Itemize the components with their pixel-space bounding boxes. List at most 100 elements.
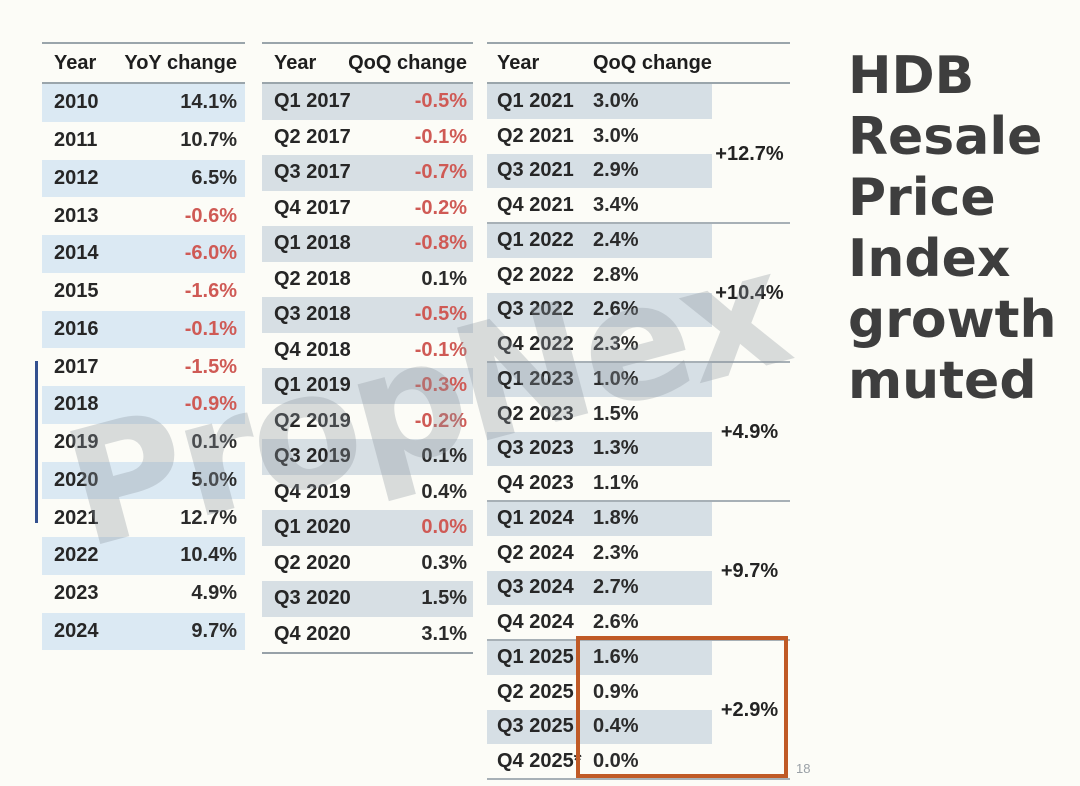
row-value: 2.4% — [593, 228, 639, 251]
row-year: Q4 2025* — [497, 750, 582, 773]
table-row: Q1 2019 -0.3% — [262, 368, 473, 404]
selection-line — [35, 361, 38, 523]
row-year: Q2 2020 — [274, 551, 351, 574]
table-row: Q1 2025 1.6% — [487, 640, 712, 675]
table-row: Q2 2020 0.3% — [262, 546, 473, 582]
page-title-line: growth — [848, 290, 1057, 350]
column-header-year: Year — [274, 51, 317, 74]
row-year: 2015 — [54, 280, 99, 303]
row-value: 0.1% — [421, 445, 467, 468]
table-header: Year YoY change — [42, 42, 245, 84]
page-number: 18 — [796, 761, 811, 776]
table-row: Q1 2021 3.0% — [487, 84, 712, 119]
row-value: 2.9% — [593, 159, 639, 182]
page-title-line: HDB — [848, 46, 975, 106]
page-title-line: Resale — [848, 107, 1043, 167]
row-year: Q1 2020 — [274, 516, 351, 539]
row-year: Q3 2020 — [274, 587, 351, 610]
table-row: Q4 2018 -0.1% — [262, 333, 473, 369]
row-year: Q4 2020 — [274, 622, 351, 645]
row-year: Q2 2017 — [274, 125, 351, 148]
table-row: Q4 2023 1.1% — [487, 466, 712, 501]
row-year: Q2 2022 — [497, 263, 574, 286]
row-year: Q2 2023 — [497, 402, 574, 425]
row-value: -0.9% — [184, 393, 237, 416]
page-title-line: muted — [848, 351, 1037, 411]
row-value: 12.7% — [180, 506, 237, 529]
row-value: 0.3% — [421, 551, 467, 574]
table-row: 2021 12.7% — [42, 499, 245, 537]
table-row: 2016 -0.1% — [42, 310, 245, 349]
row-value: -0.2% — [414, 196, 467, 219]
row-year: Q1 2017 — [274, 90, 351, 113]
row-year: Q1 2021 — [497, 89, 574, 112]
row-value: -1.6% — [184, 280, 237, 303]
row-year: 2021 — [54, 506, 99, 529]
row-value: -6.0% — [184, 242, 237, 265]
table-qoq-2017-2020: Year QoQ change Q1 2017 -0.5% Q2 2017 -0.1%… — [262, 42, 473, 654]
row-value: 2.3% — [593, 333, 639, 356]
row-value: -0.1% — [414, 125, 467, 148]
table-row: Q3 2021 2.9% — [487, 153, 712, 189]
table-row: 2022 10.4% — [42, 537, 245, 575]
row-year: Q3 2017 — [274, 161, 351, 184]
row-value: -0.3% — [414, 374, 467, 397]
row-value: 3.0% — [593, 89, 639, 112]
row-value: 9.7% — [191, 619, 237, 642]
table-row: 2017 -1.5% — [42, 348, 245, 386]
row-value: -0.8% — [414, 232, 467, 255]
table-row: Q4 2024 2.6% — [487, 605, 712, 640]
table-row: Q3 2020 1.5% — [262, 581, 473, 617]
row-year: 2018 — [54, 393, 99, 416]
table-row: Q3 2025 0.4% — [487, 709, 712, 745]
row-value: 2.8% — [593, 263, 639, 286]
row-value: 1.8% — [593, 506, 639, 529]
row-year: Q3 2021 — [497, 159, 574, 182]
table-row: Q1 2024 1.8% — [487, 501, 712, 536]
row-year: Q1 2018 — [274, 232, 351, 255]
row-year: 2010 — [54, 91, 99, 114]
row-value: 1.6% — [593, 645, 639, 668]
row-year: Q4 2023 — [497, 472, 574, 495]
table-row: 2023 4.9% — [42, 575, 245, 613]
row-value: 0.9% — [593, 680, 639, 703]
row-value: 3.4% — [593, 194, 639, 217]
table-row: Q4 2017 -0.2% — [262, 191, 473, 227]
table-body: Q1 2017 -0.5% Q2 2017 -0.1% Q3 2017 -0.7% Q4 2… — [262, 84, 473, 654]
row-value: 5.0% — [191, 468, 237, 491]
row-year: Q2 2018 — [274, 267, 351, 290]
row-value: -0.5% — [414, 303, 467, 326]
table-header: Year QoQ change — [262, 42, 473, 84]
row-year: 2019 — [54, 431, 99, 454]
row-year: Q2 2025 — [497, 680, 574, 703]
row-year: 2020 — [54, 468, 99, 491]
table-header: Year QoQ change — [487, 42, 790, 84]
table-row: 2018 -0.9% — [42, 386, 245, 424]
row-year: Q3 2022 — [497, 298, 574, 321]
row-year: 2017 — [54, 355, 99, 378]
table-row: 2014 -6.0% — [42, 235, 245, 273]
row-year: Q1 2025 — [497, 645, 574, 668]
table-row: 2012 6.5% — [42, 159, 245, 198]
table-row: Q3 2017 -0.7% — [262, 155, 473, 191]
page-title: HDB Resale Price Index growth muted — [848, 46, 1078, 412]
row-year: 2024 — [54, 619, 99, 642]
row-year: Q3 2019 — [274, 445, 351, 468]
row-value: 2.6% — [593, 611, 639, 634]
row-year: Q1 2019 — [274, 374, 351, 397]
row-year: 2013 — [54, 204, 99, 227]
annual-total: +12.7% — [715, 142, 784, 165]
row-year: Q3 2024 — [497, 576, 574, 599]
row-value: -0.2% — [414, 409, 467, 432]
table-row: 2011 10.7% — [42, 122, 245, 160]
table-row: Q4 2020 3.1% — [262, 617, 473, 653]
row-value: 10.4% — [180, 544, 237, 567]
row-value: 1.5% — [593, 402, 639, 425]
row-year: Q3 2018 — [274, 303, 351, 326]
table-row: Q2 2021 3.0% — [487, 119, 712, 154]
column-header-qoq-change: QoQ change — [593, 51, 712, 74]
table-row: Q3 2018 -0.5% — [262, 297, 473, 333]
row-year: 2016 — [54, 317, 99, 340]
table-row: Q2 2022 2.8% — [487, 258, 712, 293]
